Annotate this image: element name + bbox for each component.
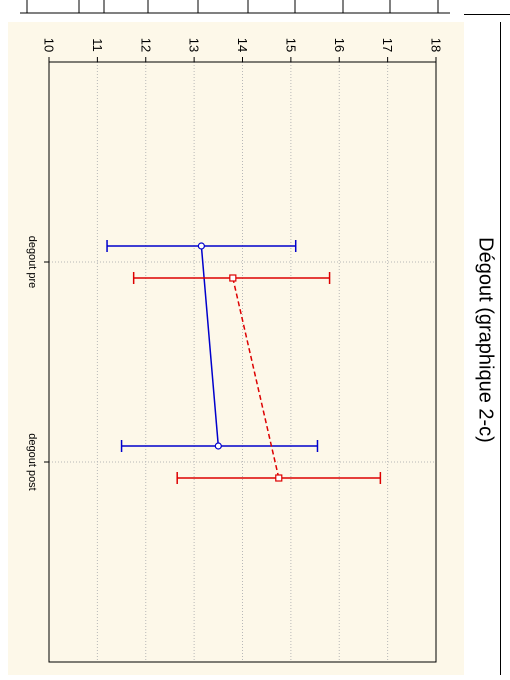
category-label: degout pre: [26, 236, 38, 289]
clipped-table-strip: [20, 0, 450, 14]
y-tick-label: 15: [283, 38, 298, 52]
frame-top-line: [464, 14, 510, 15]
category-label: degout post: [26, 433, 38, 491]
series-2: [132, 272, 382, 484]
y-tick-label: 18: [429, 38, 444, 52]
series-layer: [106, 240, 382, 484]
series-1: [106, 240, 319, 452]
data-point: [275, 474, 283, 482]
frame-right-border: [500, 22, 501, 675]
y-axis-ticks: 10 11 12 13 14 15 16 17 18: [42, 38, 444, 62]
chart-svg: 10 11 12 13 14 15 16 17 18 degout pre degout post: [26, 38, 444, 663]
category-labels: degout pre degout post: [26, 236, 49, 491]
data-point: [197, 242, 205, 250]
data-point: [214, 442, 222, 450]
series-line: [200, 245, 220, 447]
series-line: [232, 277, 280, 479]
y-tick-label: 14: [235, 38, 250, 52]
page-title: Dégout (graphique 2-c): [474, 237, 497, 443]
data-point: [229, 274, 237, 282]
chart-panel: 10 11 12 13 14 15 16 17 18 degout pre degout post: [8, 22, 464, 675]
y-tick-label: 10: [42, 38, 57, 52]
y-tick-label: 11: [90, 38, 105, 52]
y-tick-label: 16: [332, 38, 347, 52]
y-tick-label: 12: [138, 38, 153, 52]
top-strip: [0, 0, 510, 20]
y-tick-label: 17: [380, 38, 395, 52]
grid-layer: [49, 62, 436, 662]
y-tick-label: 13: [187, 38, 202, 52]
